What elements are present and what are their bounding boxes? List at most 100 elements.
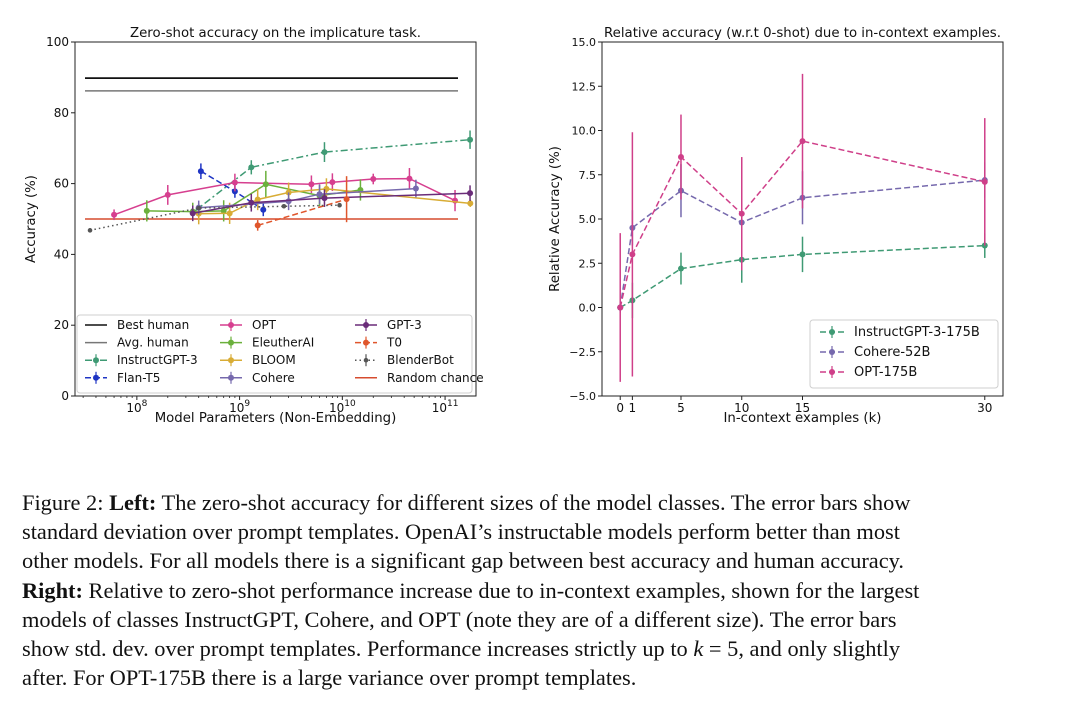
- left-legend-label: Random chance: [387, 371, 484, 385]
- left-point: [262, 181, 269, 188]
- left-series-line-t0: [257, 198, 347, 227]
- caption-line-6-text: show std. dev. over prompt templates. Pe…: [22, 636, 694, 662]
- left-point: [143, 207, 150, 214]
- left-point: [337, 202, 342, 208]
- right-ytick-label: 2.5: [579, 257, 597, 270]
- caption-line-6-end: , and only slightly: [738, 636, 901, 662]
- left-legend-entry-cohere: Cohere: [220, 371, 295, 385]
- left-xtick-label: 1011: [432, 399, 459, 415]
- left-series-blenderbot: [87, 202, 342, 233]
- left-chart: Zero-shot accuracy on the implicature ta…: [24, 26, 484, 426]
- right-xlabel: In-context examples (k): [724, 411, 882, 426]
- left-legend-entry-flan-t5: Flan-T5: [85, 371, 160, 385]
- left-series-line-opt: [113, 177, 456, 216]
- caption-math-k: k: [693, 636, 704, 662]
- right-point: [981, 178, 988, 185]
- right-point: [799, 138, 806, 145]
- left-legend-entry-avg-human: Avg. human: [85, 336, 189, 350]
- right-series-opt-175b: [617, 73, 988, 382]
- left-point: [467, 200, 474, 207]
- left-legend-box: [76, 314, 473, 394]
- right-point: [629, 251, 636, 258]
- left-legend-label: Best human: [117, 318, 189, 332]
- right-ytick-label: 12.5: [572, 80, 597, 93]
- right-xtick-label: 0: [616, 401, 624, 415]
- left-legend-label: T0: [386, 336, 402, 350]
- left-axes-frame: [74, 41, 477, 397]
- caption-line-6: show std. dev. over prompt templates. Pe…: [22, 634, 1062, 663]
- left-ytick-label: 20: [54, 318, 69, 332]
- caption-line-4: Right: Relative to zero-shot performance…: [22, 576, 1062, 605]
- left-point: [231, 179, 238, 186]
- left-legend-label: Cohere: [252, 371, 295, 385]
- left-series-t0: [254, 176, 350, 231]
- left-series-bloom: [195, 178, 474, 225]
- right-ytick-label: 7.5: [579, 169, 597, 182]
- left-point: [87, 228, 93, 233]
- left-series-line-bloom: [198, 188, 471, 215]
- left-legend-entry-eleutherai: EleutherAI: [220, 336, 314, 350]
- right-series-line-opt-175b: [619, 140, 985, 308]
- left-point: [281, 203, 287, 209]
- left-point: [285, 198, 292, 205]
- right-ytick-label: 5.0: [579, 213, 597, 226]
- caption-line-7: after. For OPT-175B there is a large var…: [22, 665, 637, 691]
- right-legend-entry-cohere-52b: Cohere-52B: [820, 345, 930, 360]
- left-point: [343, 196, 350, 203]
- right-point: [738, 210, 745, 217]
- left-point: [260, 206, 267, 213]
- left-series-line-instructgpt-3: [192, 138, 471, 214]
- caption-line-1-text: The zero-shot accuracy for different siz…: [156, 490, 911, 515]
- figure-svg: Zero-shot accuracy on the implicature ta…: [24, 26, 1004, 426]
- left-legend-label: BlenderBot: [387, 353, 454, 367]
- left-point: [321, 195, 328, 202]
- left-legend-entry-bloom: BLOOM: [220, 353, 296, 367]
- caption-figure-label: Figure 2:: [22, 490, 110, 515]
- right-ytick-label: 15.0: [572, 36, 597, 49]
- left-xtick-label: 108: [126, 399, 147, 415]
- right-point: [677, 154, 684, 161]
- left-point: [321, 149, 328, 156]
- left-legend-entry-gpt-3: GPT-3: [355, 318, 422, 332]
- right-point: [799, 251, 806, 258]
- left-legend-entry-best-human: Best human: [85, 318, 189, 332]
- caption-line-5: models of classes InstructGPT, Cohere, a…: [22, 606, 897, 632]
- right-legend-label: Cohere-52B: [854, 345, 930, 360]
- right-legend-label: InstructGPT-3-175B: [854, 325, 980, 340]
- right-title: Relative accuracy (w.r.t 0-shot) due to …: [604, 26, 1001, 41]
- left-point: [308, 181, 315, 188]
- left-series-gpt-3: [189, 185, 474, 222]
- caption-left-label: Left:: [109, 490, 157, 515]
- right-xtick-label: 10: [734, 401, 749, 415]
- left-ytick-label: 80: [54, 106, 69, 120]
- right-legend-box: [809, 319, 999, 389]
- caption-line-3: other models. For all models there is a …: [22, 548, 905, 574]
- figure-caption: Figure 2: Left: The zero-shot accuracy f…: [22, 488, 1062, 692]
- left-ytick-label: 60: [54, 177, 69, 191]
- right-ylabel: Relative Accuracy (%): [548, 146, 563, 292]
- caption-line-2: standard deviation over prompt templates…: [22, 519, 900, 545]
- left-point: [248, 164, 255, 171]
- left-point: [111, 211, 118, 218]
- right-point: [677, 265, 684, 272]
- right-chart: Relative accuracy (w.r.t 0-shot) due to …: [548, 26, 1004, 426]
- left-ytick-label: 100: [46, 35, 69, 49]
- right-ytick-label: −2.5: [569, 346, 596, 359]
- left-legend-label: OPT: [252, 318, 277, 332]
- left-series-line-blenderbot: [89, 204, 340, 232]
- right-xtick-label: 30: [977, 401, 992, 415]
- right-legend-label: OPT-175B: [854, 365, 917, 380]
- caption-line-1: Figure 2: Left: The zero-shot accuracy f…: [22, 488, 1062, 517]
- left-xtick-label: 1010: [329, 399, 356, 415]
- left-point: [467, 190, 474, 197]
- right-series-instructgpt-3-175b: [617, 233, 988, 319]
- left-ytick-label: 0: [61, 389, 69, 403]
- left-title: Zero-shot accuracy on the implicature ta…: [130, 26, 421, 41]
- left-legend-entry-t0: T0: [355, 336, 402, 350]
- right-legend-entry-instructgpt-3-175b: InstructGPT-3-175B: [820, 325, 980, 340]
- caption-right-label: Right:: [22, 577, 83, 603]
- right-series-line-cohere-52b: [619, 179, 985, 308]
- left-series-eleutherai: [143, 170, 364, 222]
- caption-math-eq: = 5: [703, 636, 739, 662]
- left-point: [370, 175, 377, 182]
